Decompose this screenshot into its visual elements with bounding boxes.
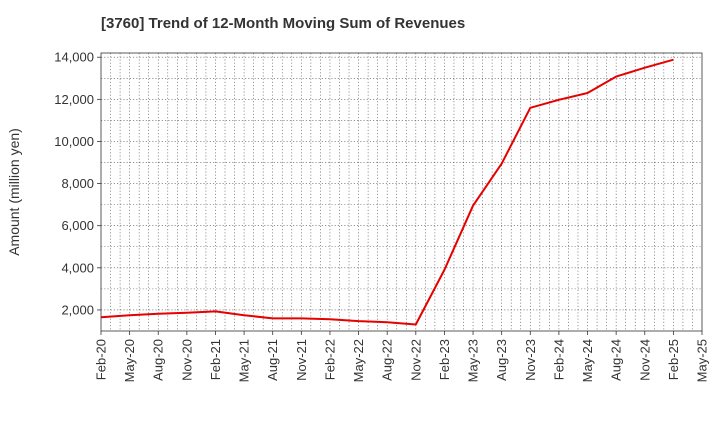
y-tick-label: 4,000 bbox=[61, 260, 94, 275]
x-axis-ticks: Feb-20 May-20 Aug-20 Nov-20 Feb-21 May-21 Aug-… bbox=[94, 331, 710, 382]
y-tick-label: 12,000 bbox=[54, 92, 94, 107]
y-axis-ticks: 2,000 4,000 6,000 8,000 10,000 12,000 14,000 bbox=[54, 50, 101, 317]
x-tick-label: Aug-20 bbox=[151, 339, 166, 381]
x-tick-label: Aug-21 bbox=[265, 339, 280, 381]
y-tick-label: 2,000 bbox=[61, 302, 94, 317]
y-tick-label: 14,000 bbox=[54, 50, 94, 65]
x-tick-label: Feb-22 bbox=[322, 339, 337, 380]
x-tick-label: May-25 bbox=[695, 339, 710, 382]
x-tick-label: Nov-22 bbox=[408, 339, 423, 381]
x-tick-label: Nov-24 bbox=[637, 339, 652, 381]
x-tick-label: Aug-23 bbox=[494, 339, 509, 381]
x-tick-label: May-22 bbox=[351, 339, 366, 382]
y-axis-label: Amount (million yen) bbox=[6, 128, 22, 256]
x-tick-label: Feb-21 bbox=[208, 339, 223, 380]
plot-frame bbox=[100, 52, 703, 332]
x-tick-label: Nov-20 bbox=[179, 339, 194, 381]
x-tick-label: May-23 bbox=[466, 339, 481, 382]
y-tick-label: 8,000 bbox=[61, 176, 94, 191]
x-tick-label: May-20 bbox=[122, 339, 137, 382]
x-tick-label: Feb-25 bbox=[666, 339, 681, 380]
x-tick-label: Aug-22 bbox=[380, 339, 395, 381]
x-tick-label: Nov-23 bbox=[523, 339, 538, 381]
x-tick-label: Nov-21 bbox=[294, 339, 309, 381]
x-tick-label: Feb-24 bbox=[551, 339, 566, 380]
x-tick-label: Feb-23 bbox=[437, 339, 452, 380]
chart-title: [3760] Trend of 12-Month Moving Sum of R… bbox=[101, 15, 466, 32]
y-tick-label: 6,000 bbox=[61, 218, 94, 233]
grid-lines bbox=[101, 53, 702, 331]
y-tick-label: 10,000 bbox=[54, 134, 94, 149]
x-tick-label: May-24 bbox=[580, 339, 595, 382]
x-tick-label: May-21 bbox=[237, 339, 252, 382]
x-tick-label: Aug-24 bbox=[609, 339, 624, 381]
series-layer bbox=[100, 58, 674, 326]
x-tick-label: Feb-20 bbox=[94, 339, 109, 380]
